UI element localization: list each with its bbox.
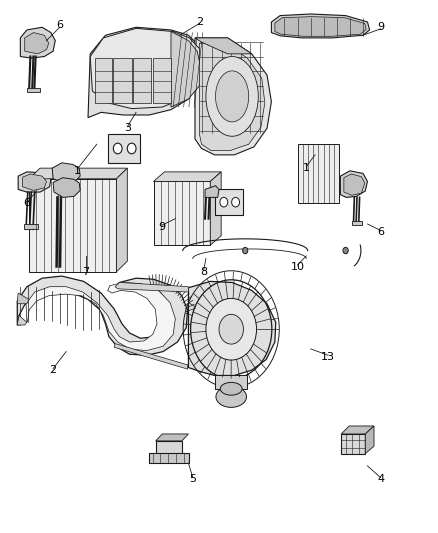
Ellipse shape <box>206 56 258 136</box>
Polygon shape <box>195 38 272 155</box>
Text: 5: 5 <box>189 474 196 484</box>
Polygon shape <box>195 38 252 54</box>
Text: 2: 2 <box>196 17 203 27</box>
Polygon shape <box>25 33 49 54</box>
Text: 1: 1 <box>303 163 310 173</box>
Ellipse shape <box>243 247 248 254</box>
Polygon shape <box>17 276 187 356</box>
Polygon shape <box>188 281 276 375</box>
Text: 6: 6 <box>56 20 63 30</box>
Bar <box>215 189 243 215</box>
Polygon shape <box>88 27 201 118</box>
Ellipse shape <box>216 386 247 407</box>
Polygon shape <box>171 31 201 107</box>
Ellipse shape <box>220 197 228 207</box>
Bar <box>297 144 339 203</box>
Polygon shape <box>114 344 187 369</box>
Text: 8: 8 <box>200 267 207 277</box>
Polygon shape <box>205 185 219 197</box>
Text: 6: 6 <box>377 227 384 237</box>
Text: 4: 4 <box>377 474 384 484</box>
Polygon shape <box>52 163 80 182</box>
Polygon shape <box>20 27 55 58</box>
Ellipse shape <box>215 71 249 122</box>
Text: 6: 6 <box>23 198 30 208</box>
Polygon shape <box>344 174 365 195</box>
Polygon shape <box>90 28 201 109</box>
Ellipse shape <box>343 247 348 254</box>
Polygon shape <box>210 172 221 245</box>
Ellipse shape <box>206 298 257 360</box>
Polygon shape <box>365 426 374 454</box>
Polygon shape <box>215 375 247 389</box>
Polygon shape <box>153 172 221 181</box>
Polygon shape <box>29 168 127 179</box>
Polygon shape <box>24 224 38 229</box>
Polygon shape <box>53 177 80 197</box>
Polygon shape <box>17 293 29 304</box>
Ellipse shape <box>127 143 136 154</box>
Ellipse shape <box>232 197 240 207</box>
Polygon shape <box>149 453 189 463</box>
Bar <box>108 134 141 163</box>
Text: 7: 7 <box>82 267 89 277</box>
Polygon shape <box>117 168 127 272</box>
Text: 10: 10 <box>290 262 304 271</box>
Polygon shape <box>18 172 51 192</box>
Ellipse shape <box>220 382 242 395</box>
Polygon shape <box>152 58 171 103</box>
Polygon shape <box>155 441 182 454</box>
Polygon shape <box>95 58 112 103</box>
Polygon shape <box>275 17 366 36</box>
Polygon shape <box>115 282 188 292</box>
Polygon shape <box>17 316 27 325</box>
Polygon shape <box>341 426 374 434</box>
Text: 9: 9 <box>159 222 166 232</box>
Text: 1: 1 <box>74 166 81 176</box>
Bar <box>153 181 210 245</box>
Polygon shape <box>26 282 175 351</box>
Polygon shape <box>352 221 362 225</box>
Polygon shape <box>133 58 151 103</box>
Bar <box>29 179 117 272</box>
Polygon shape <box>272 14 370 38</box>
Polygon shape <box>340 171 367 197</box>
Ellipse shape <box>219 314 244 344</box>
Text: 9: 9 <box>377 22 384 33</box>
Polygon shape <box>199 43 265 151</box>
Polygon shape <box>113 58 132 103</box>
Polygon shape <box>27 88 40 92</box>
Polygon shape <box>155 434 188 441</box>
Polygon shape <box>22 174 46 190</box>
Text: 3: 3 <box>124 123 131 133</box>
Text: 2: 2 <box>49 365 57 375</box>
Polygon shape <box>341 434 365 454</box>
Ellipse shape <box>113 143 122 154</box>
Text: 13: 13 <box>321 352 335 362</box>
